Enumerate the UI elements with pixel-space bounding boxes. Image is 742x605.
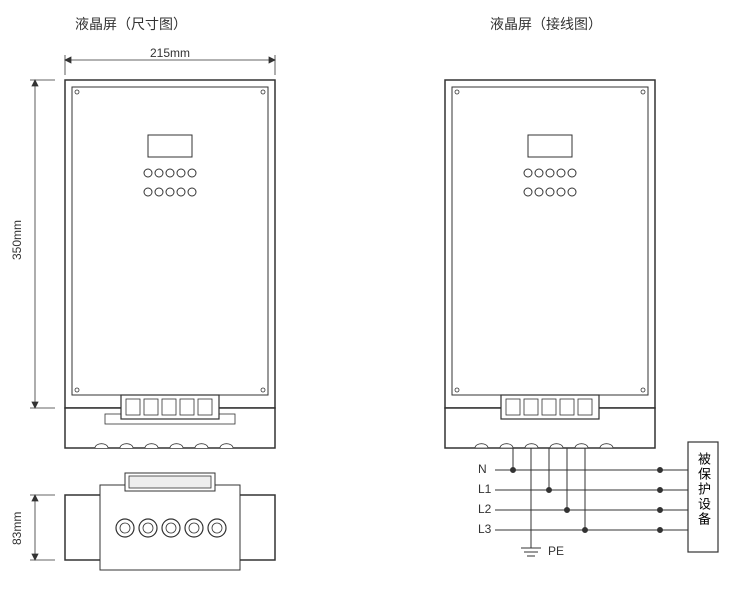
right-wiring-diagram <box>400 0 742 590</box>
protected-device-label: 被保护设备 <box>694 452 713 527</box>
wire-l2-label: L2 <box>478 502 491 516</box>
wire-l1-label: L1 <box>478 482 491 496</box>
pe-label: PE <box>548 544 564 558</box>
wire-l3-label: L3 <box>478 522 491 536</box>
height-dim-label: 350mm <box>10 220 24 260</box>
wire-n-label: N <box>478 462 487 476</box>
depth-dim-label: 83mm <box>10 512 24 545</box>
width-dim-label: 215mm <box>150 46 190 60</box>
left-dimension-diagram <box>0 0 350 590</box>
